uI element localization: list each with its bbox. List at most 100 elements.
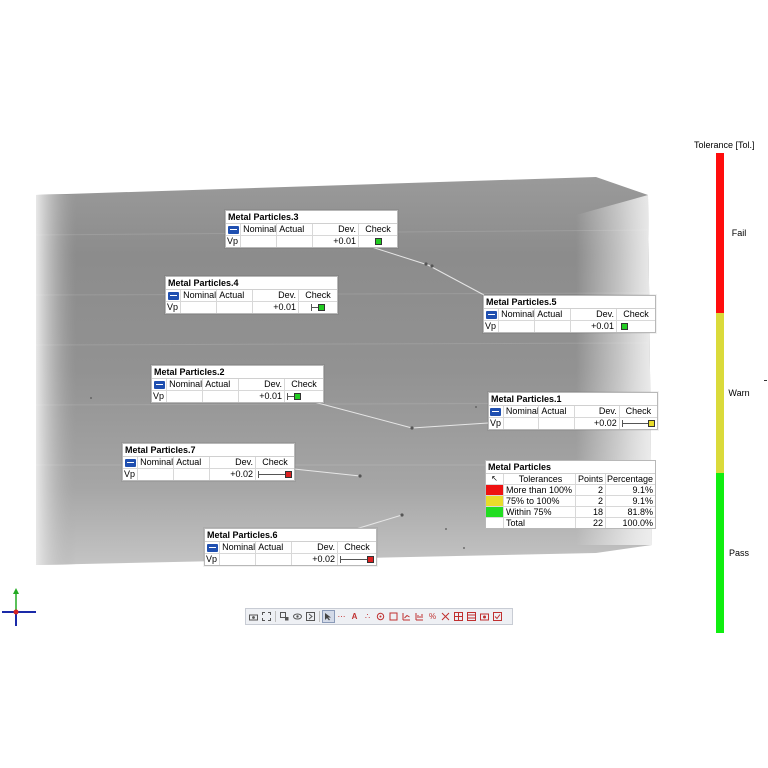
nominal-value — [220, 554, 257, 565]
row-percentage: 9.1% — [632, 485, 653, 495]
row-label: Vp — [152, 391, 168, 402]
tolerance-swatch — [486, 507, 504, 517]
col-nominal: Nominal — [169, 379, 204, 390]
card-title: Metal Particles.4 — [166, 277, 337, 290]
grid-icon[interactable] — [453, 611, 464, 622]
row-label: Vp — [205, 554, 221, 565]
row-label: Vp — [166, 302, 182, 313]
section-icon[interactable] — [305, 611, 316, 622]
col-nominal: Nominal — [505, 406, 540, 417]
dots-icon[interactable]: ⋯ — [337, 612, 346, 621]
col-dev: Dev. — [253, 290, 300, 301]
col-check: Check — [623, 309, 649, 319]
actual-value — [174, 469, 211, 480]
annotation-metal-particles-3[interactable]: Metal Particles.3 Nominal Actual Dev. Ch… — [225, 210, 398, 248]
row-points: 2 — [576, 485, 606, 495]
row-label: Vp — [489, 418, 504, 429]
check-indicator — [256, 469, 294, 480]
camera2-icon[interactable] — [479, 611, 490, 622]
check-swatch — [284, 471, 292, 478]
nominal-value — [241, 236, 278, 247]
row-label: More than 100% — [504, 485, 576, 495]
col-actual: Actual — [535, 309, 572, 320]
tolerance-swatch — [486, 485, 504, 495]
summary-row: More than 100% 2 9.1% — [486, 485, 655, 496]
chart-icon[interactable] — [401, 611, 412, 622]
row-points: 2 — [576, 496, 606, 506]
nominal-value — [138, 469, 175, 480]
col-actual: Actual — [539, 406, 575, 417]
check-indicator — [338, 554, 376, 565]
col-check: Check — [262, 457, 288, 467]
card-title: Metal Particles.1 — [489, 393, 657, 406]
dev-value: +0.01 — [253, 302, 300, 313]
col-nominal: Nominal — [243, 224, 278, 235]
annotation-metal-particles-7[interactable]: Metal Particles.7 Nominal Actual Dev. Ch… — [122, 443, 295, 481]
col-dev: Dev. — [571, 309, 618, 320]
check-swatch — [318, 304, 325, 311]
col-actual: Actual — [277, 224, 314, 235]
cross-icon[interactable] — [440, 611, 451, 622]
s-icon[interactable]: ∴ — [364, 612, 371, 621]
view-toolbar: ⋯ A ∴ % — [245, 608, 513, 625]
card-title: Metal Particles.3 — [226, 211, 397, 224]
col-points: Points — [576, 474, 606, 484]
a-icon[interactable]: A — [351, 612, 358, 621]
check-swatch — [294, 393, 302, 400]
eye-icon[interactable] — [375, 611, 386, 622]
row-points: 18 — [576, 507, 606, 517]
annotation-metal-particles-1[interactable]: Metal Particles.1 Nominal Actual Dev. Ch… — [488, 392, 658, 430]
annotation-metal-particles-4[interactable]: Metal Particles.4 Nominal Actual Dev. Ch… — [165, 276, 338, 314]
col-check: Check — [344, 542, 370, 552]
percent-icon[interactable]: % — [428, 612, 437, 621]
check-swatch — [374, 238, 382, 245]
box-icon[interactable] — [388, 611, 399, 622]
col-check: Check — [291, 379, 317, 389]
table-icon[interactable] — [466, 611, 477, 622]
annotation-metal-particles-2[interactable]: Metal Particles.2 Nominal Actual Dev. Ch… — [151, 365, 324, 403]
row-label: Vp — [484, 321, 500, 332]
nominal-value — [504, 418, 540, 429]
legend-edge-mark — [764, 380, 767, 381]
col-dev: Dev. — [313, 224, 360, 235]
summary-row: 75% to 100% 2 9.1% — [486, 496, 655, 507]
col-check: Check — [305, 290, 331, 300]
card-title: Metal Particles.7 — [123, 444, 294, 457]
annotation-metal-particles-6[interactable]: Metal Particles.6 Nominal Actual Dev. Ch… — [204, 528, 377, 566]
col-dev: Dev. — [292, 542, 339, 553]
annotation-metal-particles-5[interactable]: Metal Particles.5 Nominal Actual Dev. Ch… — [483, 295, 656, 333]
actual-value — [535, 321, 572, 332]
pointer-icon[interactable] — [322, 610, 335, 623]
check-indicator — [359, 236, 397, 247]
col-nominal: Nominal — [183, 290, 218, 301]
tolerance-summary-table[interactable]: Metal Particles ↖ Tolerances Points Perc… — [485, 460, 656, 529]
fit-icon[interactable] — [261, 611, 272, 622]
feature-icon — [489, 406, 504, 417]
feature-icon — [205, 542, 221, 553]
col-dev: Dev. — [575, 406, 620, 417]
actual-value — [539, 418, 575, 429]
view-icon[interactable] — [292, 611, 303, 622]
legend-warn-label: Warn — [728, 388, 750, 398]
col-actual: Actual — [256, 542, 293, 553]
tolerance-swatch — [486, 496, 504, 506]
feature-icon — [166, 290, 182, 301]
feature-icon — [484, 309, 500, 320]
row-percentage: 81.8% — [627, 507, 653, 517]
actual-value — [217, 302, 254, 313]
tolerance-swatch — [486, 518, 504, 528]
col-check: Check — [365, 224, 391, 234]
filter-icon[interactable] — [414, 611, 425, 622]
legend-warn-band — [716, 313, 724, 473]
legend-fail-band — [716, 153, 724, 313]
col-actual: Actual — [174, 457, 211, 468]
actual-value — [256, 554, 293, 565]
camera-icon[interactable] — [248, 611, 259, 622]
summary-title: Metal Particles — [486, 461, 655, 474]
check-swatch — [648, 420, 655, 427]
check-icon[interactable] — [492, 611, 503, 622]
axes-gizmo-icon[interactable] — [2, 588, 38, 626]
col-actual: Actual — [203, 379, 240, 390]
card-title: Metal Particles.2 — [152, 366, 323, 379]
zoom-icon[interactable] — [279, 611, 290, 622]
